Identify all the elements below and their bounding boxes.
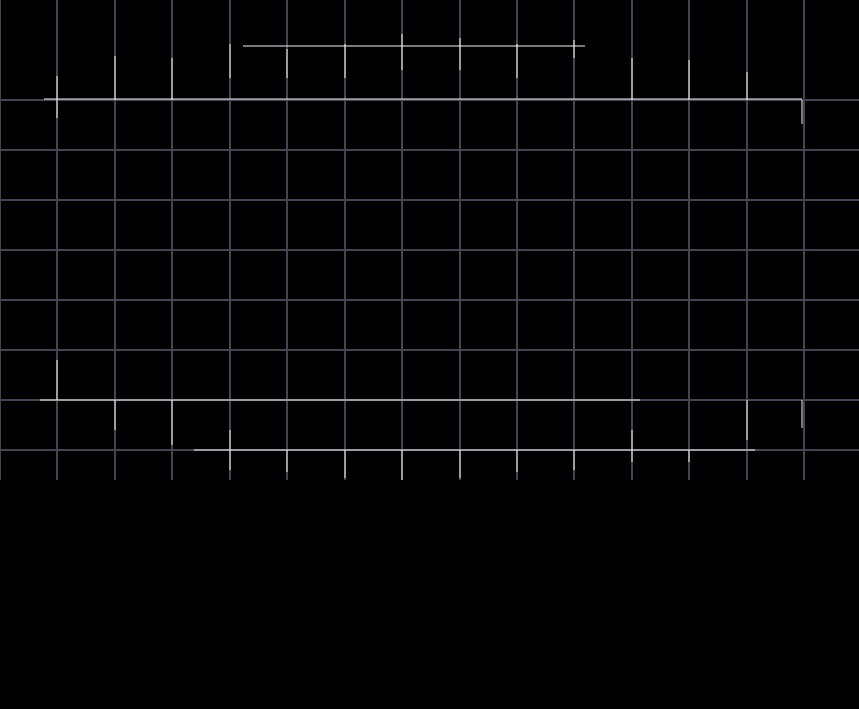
overlay-upper-tick-marks xyxy=(56,34,803,124)
overlay-lower-tick-marks xyxy=(56,360,803,480)
